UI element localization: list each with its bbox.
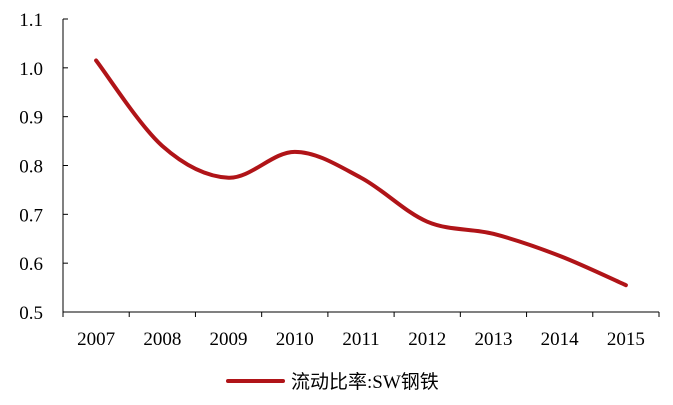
legend-label: 流动比率:SW钢铁 bbox=[291, 371, 439, 393]
y-tick-label: 0.7 bbox=[19, 205, 43, 226]
x-tick-label: 2008 bbox=[143, 329, 181, 350]
y-axis-ticks: 0.5 0.6 0.7 0.8 0.9 1.0 1.1 bbox=[19, 10, 68, 324]
y-tick-label: 1.0 bbox=[19, 59, 43, 80]
x-tick-label: 2010 bbox=[276, 329, 314, 350]
y-tick-label: 0.8 bbox=[19, 157, 43, 178]
x-tick-label: 2015 bbox=[607, 329, 645, 350]
y-tick-label: 0.6 bbox=[19, 254, 43, 275]
x-tick-label: 2012 bbox=[408, 329, 446, 350]
y-tick-label: 1.1 bbox=[19, 10, 43, 31]
y-tick-label: 0.5 bbox=[19, 303, 43, 324]
x-tick-label: 2014 bbox=[541, 329, 580, 350]
chart-legend: 流动比率:SW钢铁 bbox=[226, 371, 439, 393]
series-line bbox=[94, 58, 628, 288]
x-tick-label: 2011 bbox=[342, 329, 379, 350]
y-tick-label: 0.9 bbox=[19, 108, 43, 129]
x-tick-label: 2009 bbox=[210, 329, 248, 350]
x-tick-label: 2007 bbox=[77, 329, 115, 350]
chart-axes bbox=[62, 19, 659, 313]
chart-series bbox=[94, 58, 628, 288]
x-axis-ticks: 2007 2008 2009 2010 2011 2012 2013 2014 2015 bbox=[62, 312, 660, 350]
x-tick-label: 2013 bbox=[474, 329, 512, 350]
